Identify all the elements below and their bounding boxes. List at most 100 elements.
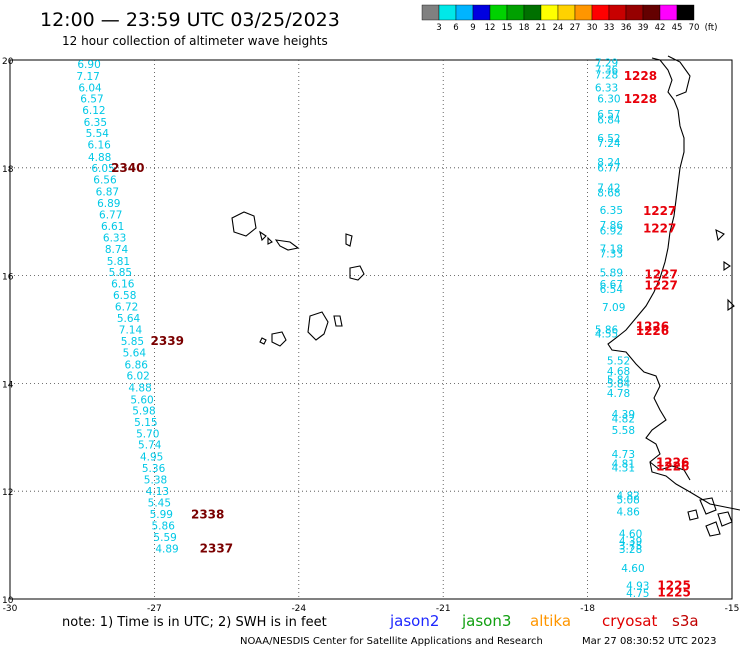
sao-nicolau-island bbox=[274, 239, 300, 251]
wave-height-value: 6.33 bbox=[103, 233, 126, 245]
color-scale-label: 33 bbox=[604, 23, 615, 33]
color-scale-label: 15 bbox=[502, 23, 513, 33]
wave-height-value: 7.24 bbox=[597, 138, 621, 150]
pass-time-label: 1227 bbox=[643, 204, 676, 218]
mission-s3a-label: s3a bbox=[672, 612, 699, 630]
longitude-tick-label: -24 bbox=[291, 604, 306, 614]
map-frame bbox=[9, 59, 733, 600]
pass-time-label: 2337 bbox=[200, 542, 233, 556]
longitude-tick-label: -15 bbox=[725, 604, 740, 614]
wave-height-value: 7.33 bbox=[600, 248, 623, 260]
latitude-tick-label: 14 bbox=[2, 380, 14, 390]
wave-height-value: 6.72 bbox=[115, 302, 138, 314]
wave-height-value: 6.56 bbox=[93, 174, 117, 186]
longitude-tick-label: -30 bbox=[3, 604, 18, 614]
color-scale-swatch bbox=[574, 4, 593, 21]
latitude-tick-label: 16 bbox=[2, 273, 14, 283]
map-subtitle: 12 hour collection of altimeter wave hei… bbox=[62, 34, 328, 48]
wave-height-value: 7.29 bbox=[595, 57, 618, 69]
wave-height-value: 4.55 bbox=[595, 329, 618, 341]
wave-height-value: 3.75 bbox=[619, 540, 642, 552]
color-scale-swatch bbox=[625, 4, 644, 21]
color-scale-swatch bbox=[523, 4, 542, 21]
color-scale-label: 39 bbox=[638, 23, 649, 33]
wave-height-value: 8.74 bbox=[105, 244, 129, 256]
color-scale-swatch bbox=[455, 4, 474, 21]
mission-jason2-label: jason2 bbox=[389, 612, 439, 630]
footnote: note: 1) Time is in UTC; 2) SWH is in fe… bbox=[62, 615, 327, 630]
wave-height-value: 5.59 bbox=[153, 532, 176, 544]
color-scale-label: 24 bbox=[553, 23, 564, 33]
wave-height-value: 5.74 bbox=[138, 440, 162, 452]
bissagos-islands bbox=[649, 461, 733, 537]
wave-height-value: 6.90 bbox=[77, 59, 100, 71]
wave-height-value: 6.05 bbox=[91, 163, 114, 175]
wave-height-value: 6.52 bbox=[597, 133, 620, 145]
generated-timestamp: Mar 27 08:30:52 UTC 2023 bbox=[582, 636, 717, 647]
wave-height-value: 6.77 bbox=[99, 209, 122, 221]
wave-height-value: 6.84 bbox=[597, 115, 621, 127]
wave-height-value: 4.13 bbox=[146, 486, 169, 498]
color-scale-label: 27 bbox=[570, 23, 581, 33]
pass-time-label: 2339 bbox=[151, 334, 184, 348]
wave-height-value: 5.45 bbox=[148, 497, 171, 509]
wave-height-value: 4.60 bbox=[621, 563, 644, 575]
altimeter-track: 6.907.176.046.576.126.355.546.164.886.05… bbox=[76, 59, 233, 556]
wave-height-value: 5.38 bbox=[144, 475, 167, 487]
mission-legend: jason2 jason3 altika cryosat s3a bbox=[389, 612, 699, 630]
wave-height-value: 6.16 bbox=[87, 139, 111, 151]
wave-height-value: 6.30 bbox=[597, 94, 620, 106]
wave-height-value: 4.82 bbox=[616, 490, 639, 502]
color-scale-label: 12 bbox=[485, 23, 496, 33]
wave-height-value: 5.84 bbox=[607, 379, 631, 391]
wave-height-value: 7.86 bbox=[600, 220, 624, 232]
wave-height-value: 5.60 bbox=[130, 394, 153, 406]
wave-height-value: 5.70 bbox=[136, 428, 159, 440]
brava-island bbox=[259, 337, 267, 345]
color-scale-label: 6 bbox=[453, 23, 458, 33]
pass-time-label: 2338 bbox=[191, 508, 224, 522]
longitude-tick-label: -18 bbox=[580, 604, 595, 614]
wave-height-value: 4.81 bbox=[612, 458, 635, 470]
wave-height-value: 4.75 bbox=[626, 588, 649, 600]
wave-height-value: 4.39 bbox=[612, 409, 635, 421]
wave-height-value: 7.28 bbox=[595, 69, 618, 81]
wave-height-value: 5.54 bbox=[86, 128, 110, 140]
wave-height-value: 4.60 bbox=[619, 529, 642, 541]
wave-height-value: 6.61 bbox=[101, 221, 124, 233]
maio-island bbox=[333, 315, 343, 327]
color-scale-label: 21 bbox=[536, 23, 547, 33]
color-scale-swatch bbox=[506, 4, 525, 21]
africa-coastline bbox=[607, 57, 740, 511]
color-scale-legend: 3 6 9 12 15 18 21 24 27 30 33 36 39 42 45 70 (ft) bbox=[421, 4, 718, 33]
wave-height-value: 6.92 bbox=[600, 226, 623, 238]
wave-height-value: 5.99 bbox=[150, 509, 173, 521]
pass-time-label: 1226 bbox=[656, 455, 689, 469]
wave-height-value: 6.57 bbox=[597, 109, 620, 121]
pass-time-label: 1227 bbox=[643, 221, 676, 235]
altimeter-track: 7.297.367.286.336.30 6.576.84 6.527.24 8.24… bbox=[595, 57, 678, 340]
wave-height-value: 6.54 bbox=[600, 284, 624, 296]
wave-height-value: 4.68 bbox=[607, 366, 630, 378]
latitude-tick-label: 12 bbox=[2, 488, 13, 498]
color-scale-swatch bbox=[489, 4, 508, 21]
mission-cryosat-label: cryosat bbox=[602, 612, 657, 630]
wave-height-value: 5.85 bbox=[121, 336, 144, 348]
color-scale-label: 45 bbox=[672, 23, 683, 33]
wave-height-value: 4.88 bbox=[128, 382, 151, 394]
color-scale-label: 42 bbox=[655, 23, 666, 33]
altimeter-track: 5.524.685.845.844.784.394.825.584.734.81… bbox=[607, 356, 691, 600]
wave-height-value: 7.14 bbox=[119, 324, 143, 336]
lat-lon-grid: -30 -27 -24 -21 -18 -15 20 18 16 14 12 10 bbox=[2, 57, 739, 614]
wave-height-value: 5.08 bbox=[616, 495, 639, 507]
color-scale-label: (ft) bbox=[705, 23, 718, 33]
wave-height-value: 7.17 bbox=[76, 71, 99, 83]
mission-jason3-label: jason3 bbox=[461, 612, 511, 630]
wave-height-value: 5.64 bbox=[117, 313, 141, 325]
wave-height-value: 4.86 bbox=[616, 506, 640, 518]
wave-height-value: 6.35 bbox=[600, 205, 623, 217]
wave-height-value: 6.02 bbox=[126, 371, 149, 383]
wave-height-value: 6.89 bbox=[97, 198, 120, 210]
credit-line: NOAA/NESDIS Center for Satellite Applica… bbox=[240, 636, 543, 647]
